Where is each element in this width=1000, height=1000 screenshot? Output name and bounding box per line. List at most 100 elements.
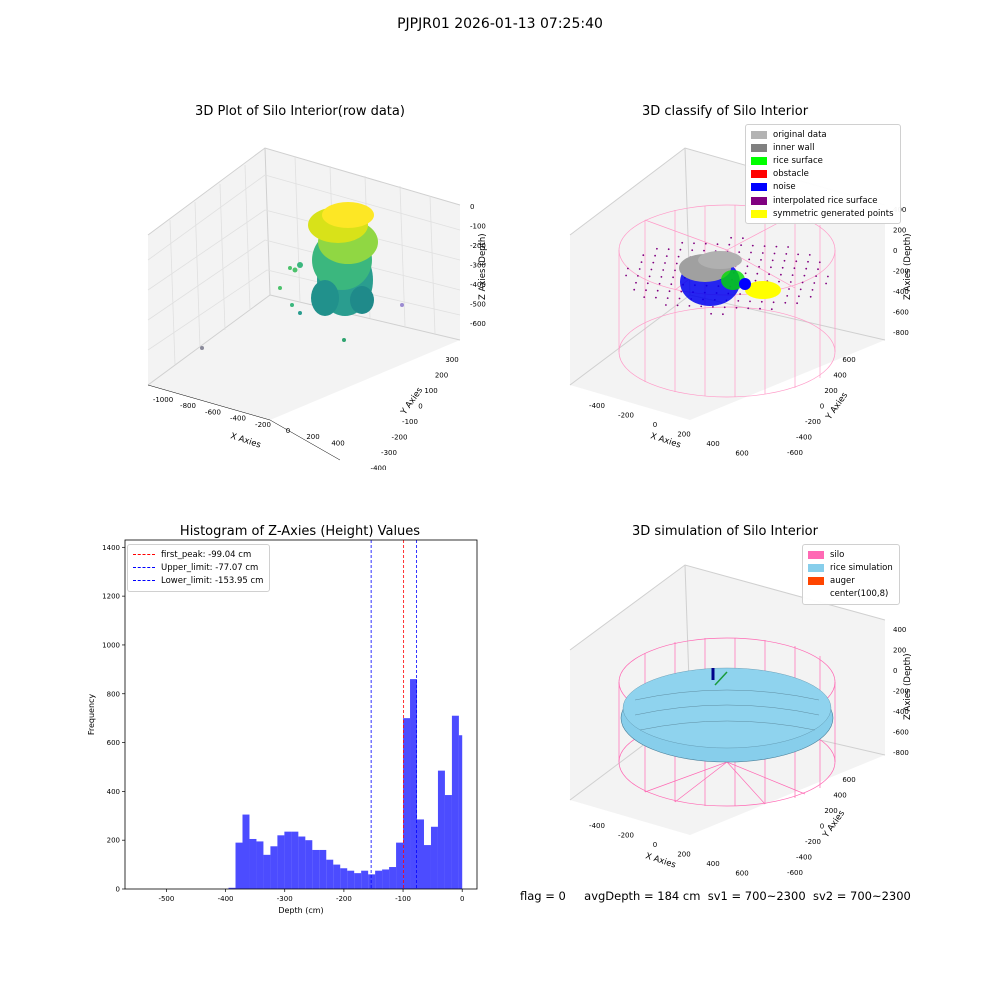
z-tick-label: -600 xyxy=(893,309,909,317)
simulation-x-label: X Axies xyxy=(644,851,677,870)
legend-swatch xyxy=(751,209,767,218)
histogram-bar xyxy=(326,859,334,889)
histogram-y-label: Frequency xyxy=(87,694,96,736)
y-tick-label: 1200 xyxy=(102,593,120,601)
flag-value: flag = 0 xyxy=(520,889,566,903)
z-tick-label: -100 xyxy=(470,223,486,231)
y-tick-label: 400 xyxy=(833,372,846,380)
x-tick-label: 200 xyxy=(306,433,319,441)
legend-swatch xyxy=(751,156,767,165)
histogram-bar xyxy=(354,873,362,889)
histogram-bar xyxy=(437,770,445,889)
legend-entry: inner wall xyxy=(751,141,894,154)
histogram-bar xyxy=(417,819,424,889)
y-tick-label: 1400 xyxy=(102,544,120,552)
z-tick-label: -400 xyxy=(470,281,486,289)
histogram-x-label: Depth (cm) xyxy=(278,906,323,915)
legend-entry: first_peak: -99.04 cm xyxy=(133,548,263,561)
x-tick-label: -400 xyxy=(218,895,234,903)
legend-entry: center(100,8) xyxy=(808,588,893,601)
x-tick-label: -200 xyxy=(618,832,634,840)
x-tick-label: -600 xyxy=(205,408,221,416)
z-tick-label: 200 xyxy=(893,647,906,655)
legend-entry: noise xyxy=(751,181,894,194)
z-tick-label: 400 xyxy=(893,626,906,634)
classify-y-label: Y Axies xyxy=(824,390,851,422)
x-tick-label: -200 xyxy=(336,895,352,903)
raw-axes-panes xyxy=(147,147,461,420)
histogram-x-ticks: -500 -400 -300 -200 -100 0 xyxy=(158,889,464,903)
histogram-bar xyxy=(235,842,243,889)
histogram-bar xyxy=(340,868,348,889)
histogram-bar xyxy=(430,826,438,889)
histogram-bar xyxy=(333,864,341,889)
histogram-bar xyxy=(284,831,292,889)
simulation-plot-title: 3D simulation of Silo Interior xyxy=(632,524,818,539)
y-tick-label: -200 xyxy=(805,418,821,426)
z-tick-label: -500 xyxy=(470,301,486,309)
legend-swatch xyxy=(808,550,824,559)
classify-z-label: Z Axies (Depth) xyxy=(903,233,913,300)
z-tick-label: -800 xyxy=(893,329,909,337)
histogram-bar xyxy=(263,854,271,889)
histogram-bar xyxy=(270,846,278,889)
x-tick-label: 0 xyxy=(653,841,657,849)
histogram-reference-lines xyxy=(370,540,418,889)
x-tick-label: 200 xyxy=(677,431,690,439)
x-tick-label: 200 xyxy=(677,851,690,859)
legend-swatch xyxy=(808,590,824,599)
status-line: flag = 0 avgDepth = 184 cm sv1 = 700~230… xyxy=(520,889,911,903)
histogram-bar xyxy=(403,718,411,889)
legend-swatch xyxy=(808,563,824,572)
histogram-bar xyxy=(382,869,390,889)
y-tick-label: 0 xyxy=(820,403,824,411)
y-tick-label: 400 xyxy=(833,792,846,800)
simulation-z-label: Z Axies (Depth) xyxy=(903,653,913,720)
histogram-bar xyxy=(291,831,299,889)
y-tick-label: 0 xyxy=(418,403,422,411)
legend-swatch xyxy=(133,554,155,556)
z-tick-label: -400 xyxy=(893,708,909,716)
simulation-legend: silo rice simulation auger center(100,8) xyxy=(802,544,900,605)
histogram-bar xyxy=(410,679,418,889)
y-tick-label: -600 xyxy=(787,869,803,877)
y-tick-label: 600 xyxy=(107,739,120,747)
z-tick-label: -600 xyxy=(893,729,909,737)
x-tick-label: -400 xyxy=(589,402,605,410)
x-tick-label: 600 xyxy=(735,870,748,878)
raw-y-ticks: 300 200 1000-100 -200 -300 -400 xyxy=(371,356,459,470)
histogram-frame xyxy=(124,539,478,890)
x-tick-label: -800 xyxy=(180,402,196,410)
y-tick-label: 600 xyxy=(842,776,855,784)
legend-swatch xyxy=(751,196,767,205)
legend-label: noise xyxy=(773,182,796,193)
histogram-bar xyxy=(249,838,257,889)
simulation-rice-surface xyxy=(620,667,834,763)
x-tick-label: 0 xyxy=(653,421,657,429)
raw-x-label: X Axies xyxy=(229,431,262,450)
legend-entry: rice surface xyxy=(751,154,894,167)
histogram-title: Histogram of Z-Axies (Height) Values xyxy=(179,524,421,539)
raw-y-label: Y Axies xyxy=(399,385,426,417)
histogram-bar xyxy=(389,867,397,889)
histogram-bar xyxy=(319,849,327,889)
y-tick-label: 200 xyxy=(435,372,448,380)
legend-swatch xyxy=(751,183,767,192)
x-tick-label: -300 xyxy=(277,895,293,903)
x-tick-label: -400 xyxy=(230,415,246,423)
legend-label: interpolated rice surface xyxy=(773,195,878,206)
figure-title: PJPJR01 2026-01-13 07:25:40 xyxy=(397,16,603,32)
x-tick-label: -500 xyxy=(158,895,174,903)
z-tick-label: 200 xyxy=(893,227,906,235)
x-tick-label: 400 xyxy=(331,439,344,447)
histogram-bar xyxy=(256,841,264,889)
legend-entry: interpolated rice surface xyxy=(751,194,894,207)
z-tick-label: -300 xyxy=(470,262,486,270)
legend-label: silo xyxy=(830,549,845,560)
y-tick-label: 0 xyxy=(820,823,824,831)
legend-label: symmetric generated points xyxy=(773,208,894,219)
legend-entry: Upper_limit: -77.07 cm xyxy=(133,561,263,574)
